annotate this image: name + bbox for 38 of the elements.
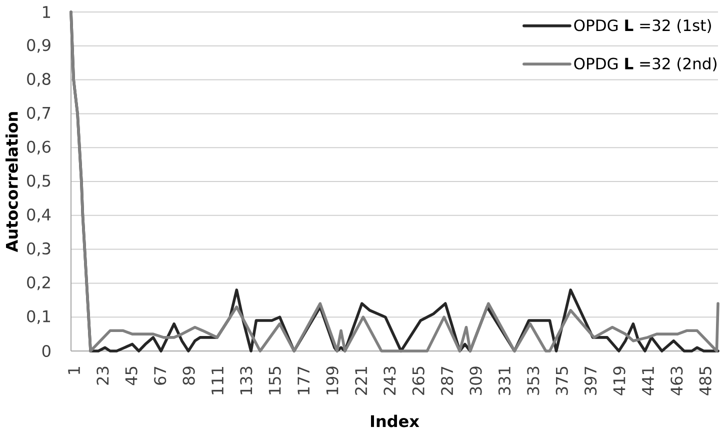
legend-label: OPDG L =32 (1st) (574, 19, 711, 33)
x-tick-label: 353 (527, 366, 540, 395)
y-tick-label: 0,8 (27, 72, 50, 87)
x-tick-label: 221 (355, 367, 367, 395)
y-tick-label: 1 (43, 6, 50, 18)
x-tick-label: 419 (613, 366, 626, 396)
x-tick-label: 485 (699, 366, 712, 396)
x-tick-label: 331 (498, 367, 511, 395)
x-tick-label: 265 (412, 366, 424, 395)
y-tick-label: 0,7 (27, 106, 50, 121)
x-tick-label: 23 (96, 366, 109, 385)
y-tick-label: 0,6 (27, 140, 50, 154)
x-tick-label: 463 (670, 366, 683, 396)
x-tick-label: 309 (470, 366, 482, 395)
y-axis-title: Autocorrelation (6, 112, 18, 252)
x-axis-title: Index (370, 414, 420, 428)
x-tick-label: 111 (212, 367, 224, 394)
x-tick-label: 375 (556, 366, 568, 395)
x-tick-label: 89 (182, 366, 195, 385)
x-tick-label: 243 (384, 366, 396, 395)
x-tick-label: 397 (584, 366, 597, 395)
y-tick-label: 0,4 (27, 208, 51, 222)
x-tick-label: 133 (240, 366, 252, 394)
x-tick-label: 67 (154, 366, 166, 385)
legend-label: OPDG L =32 (2nd) (574, 57, 716, 72)
x-tick-label: 45 (125, 366, 138, 386)
y-tick-label: 0,1 (27, 310, 50, 324)
x-tick-label: 441 (642, 367, 654, 396)
x-tick-label: 199 (326, 366, 338, 394)
x-tick-label: 287 (441, 366, 454, 395)
y-tick-label: 0 (42, 344, 50, 358)
x-tick-label: 155 (268, 366, 281, 394)
y-tick-label: 0,3 (27, 242, 50, 256)
x-tick-label: 177 (298, 366, 310, 394)
x-tick-label: 1 (68, 366, 80, 374)
y-tick-label: 0,2 (27, 276, 50, 290)
y-tick-label: 0,9 (27, 39, 50, 53)
y-tick-label: 0,5 (27, 174, 50, 188)
